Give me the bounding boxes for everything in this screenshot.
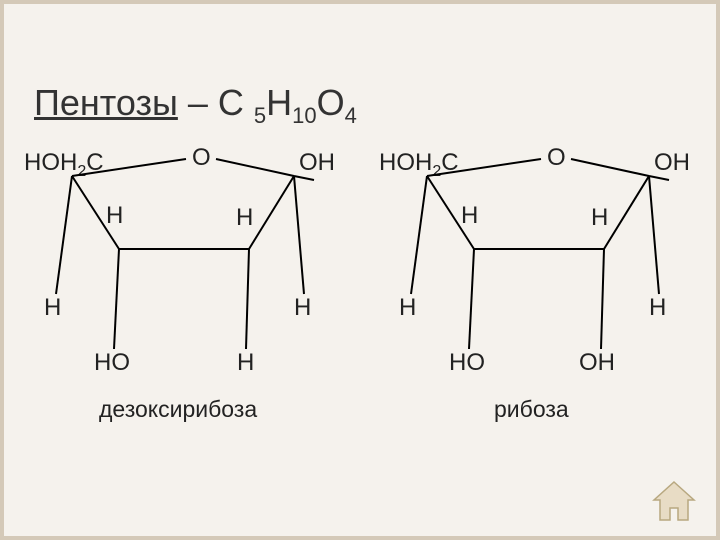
caption-ribose: рибоза xyxy=(494,396,569,423)
title-sub3: 4 xyxy=(345,103,357,128)
title-sub2: 10 xyxy=(292,103,316,128)
caption-deoxyribose: дезоксирибоза xyxy=(99,396,257,423)
title-sub1: 5 xyxy=(254,103,266,128)
title-underlined: Пентозы xyxy=(34,82,178,123)
molecule-deoxyribose: НОН2С О ОН Н Н Н Н НО Н дезоксир xyxy=(24,134,364,414)
title-rest: – С xyxy=(178,82,254,123)
page-title: Пентозы – С 5Н10О4 xyxy=(34,82,357,129)
title-mid2: О xyxy=(317,82,345,123)
structure-svg-left xyxy=(24,134,364,394)
home-icon[interactable] xyxy=(650,480,698,524)
title-mid1: Н xyxy=(266,82,292,123)
structure-svg-right xyxy=(379,134,719,394)
molecule-ribose: НОН2С О ОН Н Н Н Н НО ОН рибоза xyxy=(379,134,719,414)
